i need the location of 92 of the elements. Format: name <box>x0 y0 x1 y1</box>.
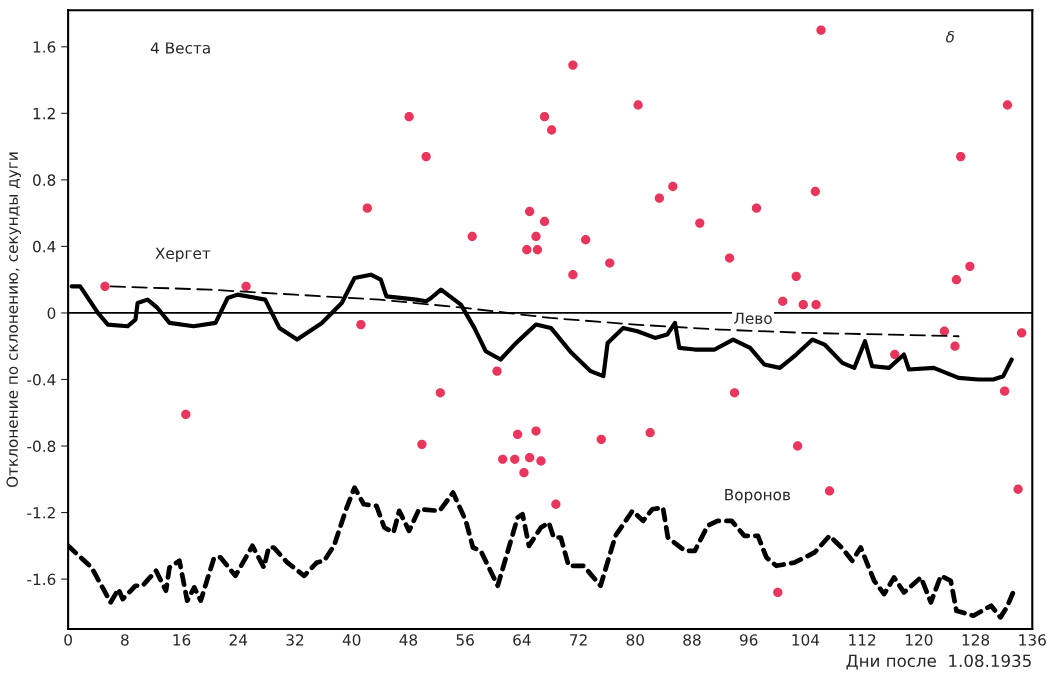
point <box>551 499 561 509</box>
point <box>999 386 1010 396</box>
point <box>421 151 431 162</box>
point <box>645 428 655 438</box>
y-tick-label: 0.8 <box>33 174 56 186</box>
point <box>536 456 546 466</box>
point <box>568 270 578 280</box>
point <box>810 186 820 197</box>
point <box>654 193 665 203</box>
x-tick-label: 8 <box>121 634 129 646</box>
point <box>539 112 550 122</box>
x-tick-label: 112 <box>849 634 876 646</box>
x-tick-label: 72 <box>570 634 587 646</box>
point <box>668 181 678 192</box>
x-tick-label: 16 <box>173 634 191 646</box>
x-tick-label: 64 <box>513 634 531 646</box>
x-tick-label: 32 <box>286 634 304 646</box>
point <box>633 100 643 110</box>
point <box>519 467 529 478</box>
point <box>724 253 735 263</box>
point <box>498 454 508 464</box>
point <box>695 218 705 228</box>
text: 4 Веста <box>150 42 210 54</box>
x-tick-label: 24 <box>229 634 248 646</box>
point <box>241 281 251 291</box>
annotation: Лево <box>734 312 772 325</box>
point <box>811 299 821 310</box>
point <box>181 409 191 420</box>
point <box>435 388 445 398</box>
point <box>522 245 532 255</box>
x-tick-label: 96 <box>739 634 758 646</box>
point <box>824 486 835 496</box>
point <box>532 245 543 255</box>
y-axis-title: Отклонение по склонению, секунды дуги <box>6 152 21 488</box>
point <box>1002 100 1013 110</box>
point <box>417 439 427 450</box>
point <box>778 296 788 306</box>
point <box>939 326 950 336</box>
annotation: δ <box>945 30 955 43</box>
point <box>531 231 541 242</box>
point <box>510 454 520 464</box>
y-tick-label: -0.4 <box>27 373 56 386</box>
annotation: Хергет <box>155 247 211 263</box>
y-tick-label: 0 <box>47 307 56 319</box>
point <box>816 25 826 35</box>
x-tick-label: 128 <box>962 634 990 646</box>
x-tick-label: 0 <box>64 634 72 646</box>
point <box>890 349 900 360</box>
point <box>791 271 801 282</box>
y-tick-label: 0.4 <box>33 240 56 253</box>
x-tick-label: 88 <box>683 634 701 646</box>
point <box>951 275 962 285</box>
point <box>539 216 550 227</box>
x-tick-label: 104 <box>792 634 820 646</box>
point <box>568 60 578 70</box>
x-tick-label: 80 <box>626 634 644 646</box>
point <box>751 203 762 213</box>
point <box>798 299 808 310</box>
point <box>362 203 372 213</box>
point <box>492 366 502 376</box>
point <box>356 319 366 330</box>
point <box>596 434 606 445</box>
point <box>524 206 535 217</box>
y-tick-label: -1.2 <box>27 507 55 519</box>
y-tick-label: -1.6 <box>27 573 56 586</box>
point <box>956 151 966 162</box>
x-tick-label: 136 <box>1019 634 1046 646</box>
x-tick-label: 40 <box>342 634 361 646</box>
point <box>404 112 414 122</box>
point <box>467 231 477 242</box>
x-tick-label: 56 <box>456 634 474 646</box>
y-tick-label: 1.2 <box>33 107 55 120</box>
y-tick-label: 1.6 <box>33 41 56 53</box>
point <box>605 258 615 268</box>
annotation: Воронов <box>725 489 791 504</box>
point <box>546 125 557 135</box>
point <box>1016 328 1027 338</box>
x-axis-title: Дни после 1.08.1935 <box>846 654 1031 670</box>
point <box>965 261 975 272</box>
point <box>512 429 523 440</box>
x-tick-label: 48 <box>399 634 418 646</box>
point <box>1013 484 1023 494</box>
y-tick-label: -0.8 <box>27 440 56 453</box>
point <box>773 587 783 598</box>
point <box>792 441 803 451</box>
point <box>531 426 541 436</box>
point <box>524 453 535 463</box>
x-tick-label: 120 <box>905 634 933 646</box>
point <box>580 235 591 245</box>
point <box>950 341 960 351</box>
point <box>729 388 740 398</box>
point <box>100 281 110 291</box>
